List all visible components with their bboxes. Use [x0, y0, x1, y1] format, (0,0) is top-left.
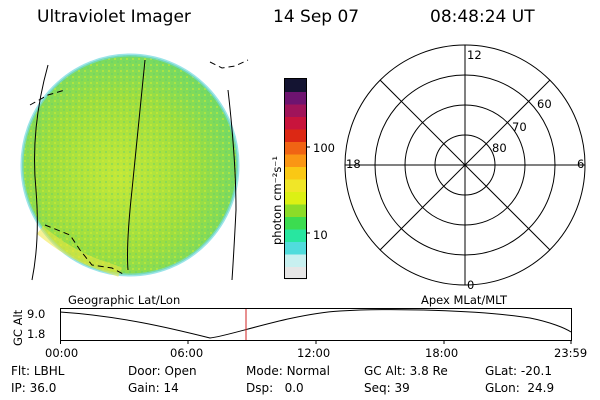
info-glat: GLat: -20.1: [485, 364, 552, 378]
polar-lat-60: 60: [537, 97, 552, 111]
colorbar-band: [285, 154, 307, 167]
colorbar-band: [285, 179, 307, 192]
colorbar-band: [285, 141, 307, 155]
info-dsp: Dsp: 0.0: [246, 381, 304, 395]
altitude-plot: [60, 308, 572, 344]
info-seq: Seq: 39: [364, 381, 410, 395]
colorbar-tick-100: 100: [313, 141, 335, 155]
colorbar-band: [285, 204, 307, 217]
geographic-grid: [29, 59, 249, 281]
time-label: 08:48:24 UT: [430, 7, 535, 27]
geographic-label: Geographic Lat/Lon: [68, 293, 181, 307]
polar-plot: [344, 44, 586, 286]
time-tick-0000: 00:00: [45, 346, 79, 360]
uv-image-panel: [20, 53, 249, 281]
info-ip: IP: 36.0: [11, 381, 57, 395]
info-mode: Mode: Normal: [246, 364, 330, 378]
colorbar-band: [285, 166, 307, 180]
polar-lat-70: 70: [512, 120, 527, 134]
info-door: Door: Open: [128, 364, 197, 378]
date-label: 14 Sep 07: [273, 7, 360, 27]
info-gc-alt: GC Alt: 3.8 Re: [364, 364, 448, 378]
info-flt: Flt: LBHL: [11, 364, 65, 378]
time-tick-1200: 12:00: [297, 346, 331, 360]
polar-label-12: 12: [467, 48, 482, 62]
instrument-title: Ultraviolet Imager: [37, 7, 191, 27]
polar-lat-80: 80: [492, 141, 507, 155]
colorbar-band: [285, 129, 307, 142]
colorbar-band: [285, 216, 307, 230]
colorbar: [284, 78, 310, 280]
altitude-tick-9: 9.0: [27, 307, 46, 321]
polar-label-0: 0: [467, 278, 475, 292]
earth-disk: [20, 53, 240, 277]
altitude-axis-label: GC Alt: [11, 309, 25, 346]
colorbar-band: [285, 79, 307, 92]
colorbar-band: [285, 266, 307, 280]
colorbar-tick-10: 10: [313, 228, 328, 242]
apex-label: Apex MLat/MLT: [421, 293, 508, 307]
colorbar-band: [285, 116, 307, 130]
colorbar-band: [285, 254, 307, 267]
colorbar-unit-label: photon cm⁻²s⁻¹: [270, 156, 284, 245]
colorbar-band: [285, 241, 307, 255]
info-glon: GLon: 24.9: [485, 381, 555, 395]
colorbar-band: [285, 229, 307, 242]
time-tick-1800: 18:00: [425, 346, 459, 360]
altitude-tick-1-8: 1.8: [27, 327, 46, 341]
time-tick-0600: 06:00: [170, 346, 204, 360]
colorbar-band: [285, 191, 307, 205]
polar-label-6: 6: [577, 157, 585, 171]
colorbar-band: [285, 104, 307, 117]
colorbar-band: [285, 91, 307, 105]
info-gain: Gain: 14: [128, 381, 179, 395]
polar-label-18: 18: [346, 157, 361, 171]
time-tick-2359: 23:59: [554, 346, 588, 360]
